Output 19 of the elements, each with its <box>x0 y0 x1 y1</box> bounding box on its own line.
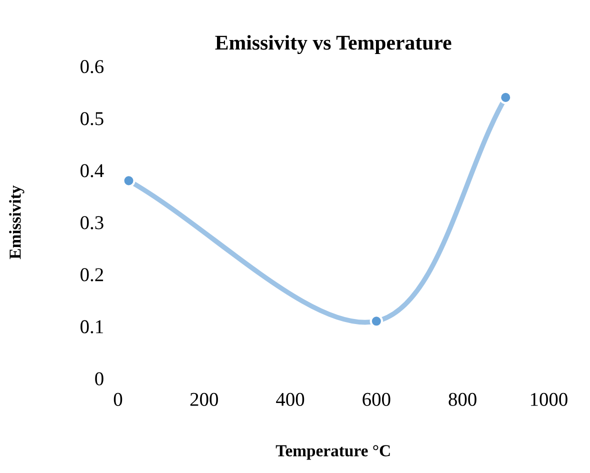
x-tick-label: 400 <box>276 392 304 406</box>
point <box>499 90 512 104</box>
y-tick-label: 0.6 <box>80 60 104 74</box>
x-tick-label: 200 <box>190 392 218 406</box>
y-tick-label: 0.5 <box>80 112 104 126</box>
x-axis-title: Temperature °C <box>276 445 390 460</box>
x-tick-label: 0 <box>114 392 122 406</box>
x-tick-label: 600 <box>362 392 390 406</box>
point <box>370 314 384 328</box>
y-tick-label: 0.1 <box>80 320 103 334</box>
y-tick-label: 0.3 <box>80 216 104 230</box>
y-tick-label: 0.2 <box>80 268 104 282</box>
chart-title: Emissivity vs Temperature <box>215 35 452 54</box>
y-axis-title: Emissivity <box>9 185 24 260</box>
x-tick-label: 1000 <box>530 392 568 406</box>
y-tick-label: 0.4 <box>80 164 104 178</box>
y-tick-label: 0 <box>95 372 104 386</box>
x-tick-label: 800 <box>448 392 476 406</box>
point <box>122 174 136 188</box>
